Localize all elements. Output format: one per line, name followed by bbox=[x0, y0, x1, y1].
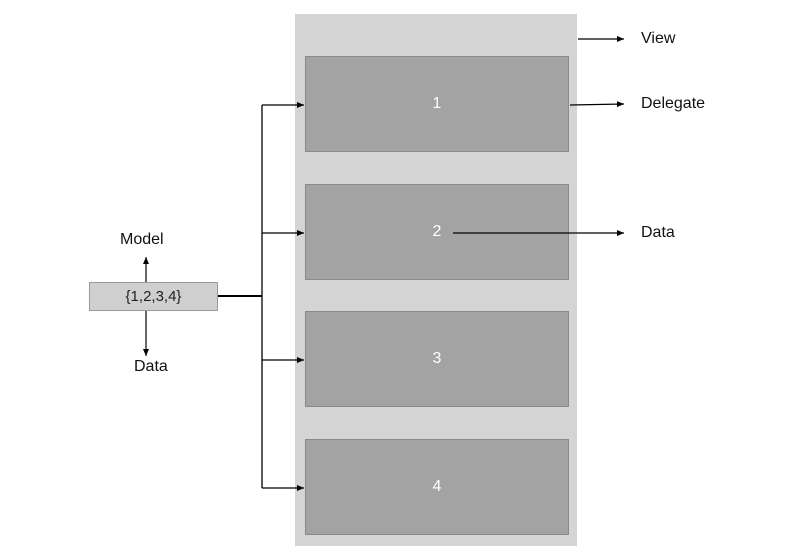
delegate-box-3: 3 bbox=[305, 311, 569, 407]
model-label: Model bbox=[120, 231, 164, 248]
delegate-box-1: 1 bbox=[305, 56, 569, 152]
delegate-label-3: 3 bbox=[432, 350, 442, 367]
delegate-box-2: 2 bbox=[305, 184, 569, 280]
arrow-to-delegate-label bbox=[569, 101, 625, 108]
model-box: {1,2,3,4} bbox=[89, 282, 218, 311]
delegate-label-2: 2 bbox=[432, 223, 442, 240]
model-data-label: Data bbox=[134, 358, 168, 375]
model-value: {1,2,3,4} bbox=[125, 288, 182, 305]
delegate-annotation: Delegate bbox=[641, 95, 706, 112]
delegate-box-4: 4 bbox=[305, 439, 569, 535]
view-annotation: View bbox=[641, 30, 676, 47]
delegate-label-1: 1 bbox=[432, 95, 442, 112]
delegate-label-4: 4 bbox=[432, 478, 442, 495]
data-annotation: Data bbox=[641, 224, 675, 241]
